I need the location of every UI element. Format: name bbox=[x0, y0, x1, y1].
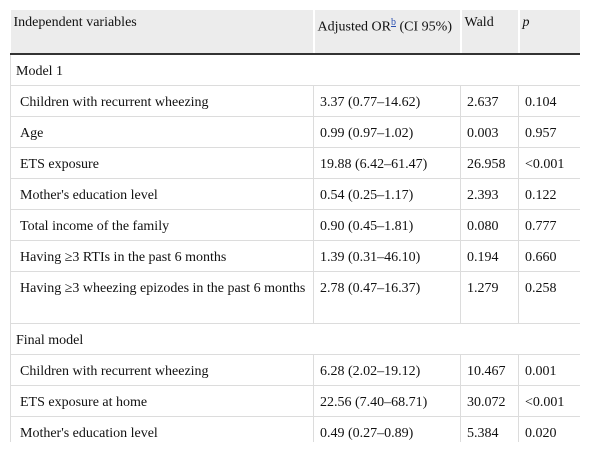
header-cell: Independent variables bbox=[10, 10, 315, 55]
cell: Children with recurrent wheezing bbox=[10, 85, 314, 117]
data-row: Mother's education level 0.54 (0.25–1.17)… bbox=[10, 178, 580, 210]
cell: 0.90 (0.45–1.81) bbox=[313, 209, 461, 241]
cell: 1.279 bbox=[460, 271, 519, 324]
data-row: Having ≥3 wheezing epizodes in the past … bbox=[10, 271, 580, 324]
cell: 2.78 (0.47–16.37) bbox=[313, 271, 461, 324]
data-row: Mother's education level 0.49 (0.27–0.89)… bbox=[10, 416, 580, 442]
cell: 0.080 bbox=[460, 209, 519, 241]
cell: Age bbox=[10, 116, 314, 148]
cell: 0.660 bbox=[518, 240, 580, 272]
data-row: Children with recurrent wheezing 3.37 (0.… bbox=[10, 85, 580, 117]
header-cell: Adjusted ORb (CI 95%) bbox=[313, 10, 462, 55]
group-label: Model 1 bbox=[10, 54, 580, 86]
cell: 19.88 (6.42–61.47) bbox=[313, 147, 461, 179]
data-row: Total income of the family 0.90 (0.45–1.8… bbox=[10, 209, 580, 241]
cell: 2.637 bbox=[460, 85, 519, 117]
cell: 0.001 bbox=[518, 354, 580, 386]
cell: 0.122 bbox=[518, 178, 580, 210]
cell: 22.56 (7.40–68.71) bbox=[313, 385, 461, 417]
cell: 0.54 (0.25–1.17) bbox=[313, 178, 461, 210]
table-body: Model 1 Children with recurrent wheezing 3… bbox=[10, 54, 580, 442]
header-text: (CI 95%) bbox=[396, 19, 453, 35]
cell: ETS exposure at home bbox=[10, 385, 314, 417]
group-row: Final model bbox=[10, 323, 580, 355]
cell: Mother's education level bbox=[10, 178, 314, 210]
cell: Having ≥3 wheezing epizodes in the past … bbox=[10, 271, 314, 324]
table-container: Independent variables Adjusted ORb (CI 9… bbox=[10, 10, 580, 442]
cell: 26.958 bbox=[460, 147, 519, 179]
cell: <0.001 bbox=[518, 147, 580, 179]
header-cell: p bbox=[518, 10, 580, 55]
data-row: Having ≥3 RTIs in the past 6 months 1.39 … bbox=[10, 240, 580, 272]
header-row: Independent variables Adjusted ORb (CI 9… bbox=[10, 10, 580, 55]
cell: 10.467 bbox=[460, 354, 519, 386]
data-row: Age 0.99 (0.97–1.02) 0.003 0.957 bbox=[10, 116, 580, 148]
cell: 0.99 (0.97–1.02) bbox=[313, 116, 461, 148]
cell: 3.37 (0.77–14.62) bbox=[313, 85, 461, 117]
cell: Having ≥3 RTIs in the past 6 months bbox=[10, 240, 314, 272]
group-row: Model 1 bbox=[10, 54, 580, 86]
cell: 0.49 (0.27–0.89) bbox=[313, 416, 461, 442]
data-row: ETS exposure at home 22.56 (7.40–68.71) 30… bbox=[10, 385, 580, 417]
cell: Mother's education level bbox=[10, 416, 314, 442]
cell: 0.258 bbox=[518, 271, 580, 324]
cell: 0.777 bbox=[518, 209, 580, 241]
cell: 1.39 (0.31–46.10) bbox=[313, 240, 461, 272]
header-text: Adjusted OR bbox=[317, 19, 392, 35]
cell: <0.001 bbox=[518, 385, 580, 417]
cell: 0.104 bbox=[518, 85, 580, 117]
group-label: Final model bbox=[10, 323, 580, 355]
cell: 0.003 bbox=[460, 116, 519, 148]
header-cell: Wald bbox=[460, 10, 520, 55]
cell: 2.393 bbox=[460, 178, 519, 210]
footnote-link[interactable]: b bbox=[391, 17, 396, 28]
table: Independent variables Adjusted ORb (CI 9… bbox=[10, 10, 580, 442]
cell: 0.194 bbox=[460, 240, 519, 272]
cell: 0.957 bbox=[518, 116, 580, 148]
data-row: Children with recurrent wheezing 6.28 (2.… bbox=[10, 354, 580, 386]
cell: Children with recurrent wheezing bbox=[10, 354, 314, 386]
data-row: ETS exposure 19.88 (6.42–61.47) 26.958 <0.0… bbox=[10, 147, 580, 179]
cell: Total income of the family bbox=[10, 209, 314, 241]
cell: 5.384 bbox=[460, 416, 519, 442]
cell: 30.072 bbox=[460, 385, 519, 417]
cell: 0.020 bbox=[518, 416, 580, 442]
cell: ETS exposure bbox=[10, 147, 314, 179]
cell: 6.28 (2.02–19.12) bbox=[313, 354, 461, 386]
